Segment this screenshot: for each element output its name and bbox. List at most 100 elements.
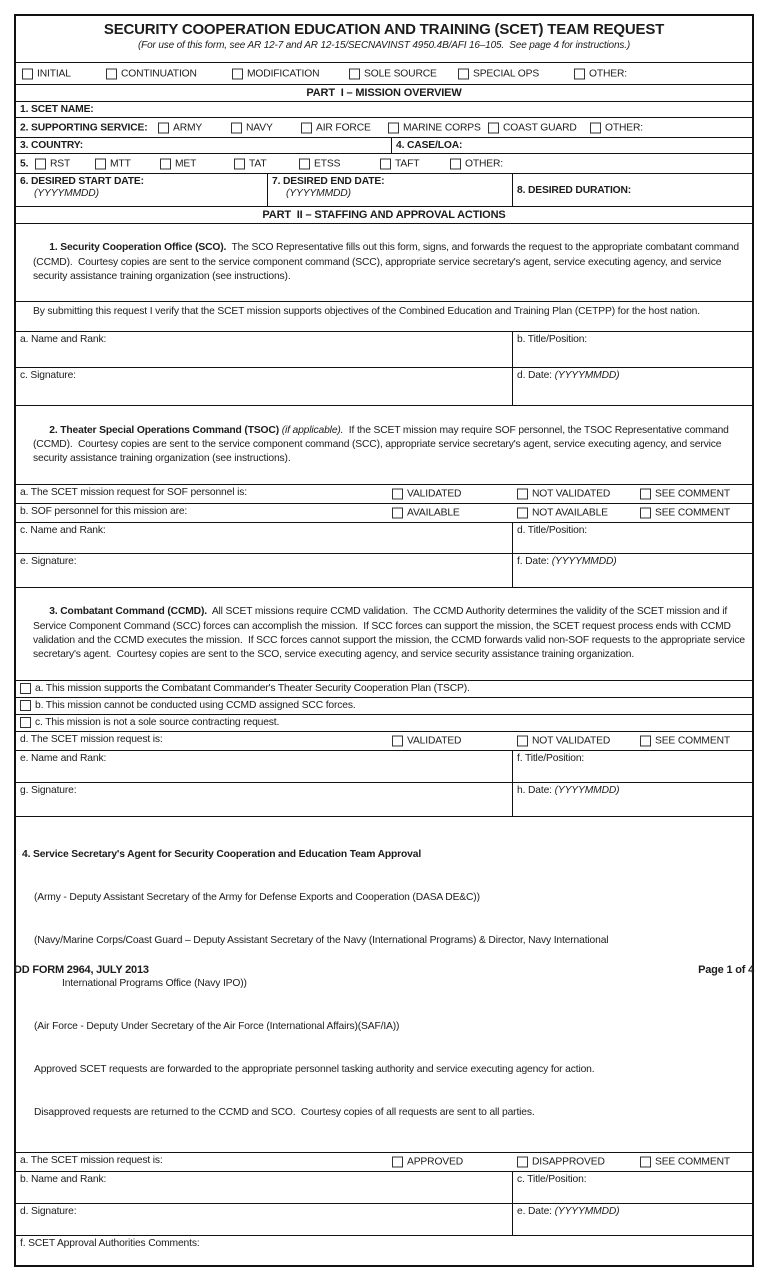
checkbox-taft[interactable]: TAFT — [380, 158, 420, 169]
checkbox-icon[interactable] — [232, 68, 243, 79]
field-s1-title-position[interactable]: b. Title/Position: — [512, 332, 752, 368]
field-country[interactable]: 3. COUNTRY: — [16, 138, 391, 153]
checkbox-icon[interactable] — [22, 68, 33, 79]
checkbox-special-ops[interactable]: SPECIAL OPS — [458, 68, 539, 79]
field-s3-name-rank[interactable]: e. Name and Rank: — [16, 751, 512, 782]
checkbox-icon[interactable] — [231, 122, 242, 133]
checkbox-icon[interactable] — [392, 507, 403, 519]
checkbox-modification[interactable]: MODIFICATION — [232, 68, 320, 79]
field-scet-name[interactable]: 1. SCET NAME: — [16, 101, 752, 117]
field-s4-signature[interactable]: d. Signature: — [16, 1204, 512, 1235]
checkbox-icon[interactable] — [517, 735, 528, 747]
checkbox-navy[interactable]: NAVY — [231, 122, 273, 133]
checkbox-icon[interactable] — [106, 68, 117, 79]
checkbox-etss[interactable]: ETSS — [299, 158, 340, 169]
checkbox-icon[interactable] — [640, 735, 651, 747]
checkbox-icon[interactable] — [392, 1156, 403, 1168]
checkbox-label: MARINE CORPS — [403, 122, 481, 133]
checkbox-coast-guard[interactable]: COAST GUARD — [488, 122, 577, 133]
field-s4-title-position[interactable]: c. Title/Position: — [512, 1171, 752, 1203]
checkbox-s2-not-available[interactable]: NOT AVAILABLE — [517, 507, 608, 519]
checkbox-icon[interactable] — [388, 122, 399, 133]
field-end-date[interactable]: 7. DESIRED END DATE: (YYYYMMDD) — [267, 174, 512, 206]
checkbox-label: SEE COMMENT — [655, 507, 731, 519]
s1-date-label: d. Date: — [517, 370, 555, 382]
checkbox-rst[interactable]: RST — [35, 158, 70, 169]
checkbox-s3-validated[interactable]: VALIDATED — [392, 735, 461, 747]
checkbox-icon[interactable] — [158, 122, 169, 133]
checkbox-icon[interactable] — [95, 158, 106, 169]
field-s3-date[interactable]: h. Date: (YYYYMMDD) — [512, 782, 752, 816]
checkbox-air-force[interactable]: AIR FORCE — [301, 122, 371, 133]
checkbox-icon[interactable] — [301, 122, 312, 133]
checkbox-marine-corps[interactable]: MARINE CORPS — [388, 122, 481, 133]
field-case-loa[interactable]: 4. CASE/LOA: — [391, 138, 752, 153]
form-title: SECURITY COOPERATION EDUCATION AND TRAIN… — [103, 21, 665, 38]
checkbox-s3-sole-source[interactable] — [20, 717, 31, 729]
checkbox-other-type[interactable]: OTHER: — [574, 68, 627, 79]
checkbox-icon[interactable] — [574, 68, 585, 79]
checkbox-army[interactable]: ARMY — [158, 122, 202, 133]
checkbox-icon[interactable] — [458, 68, 469, 79]
field-duration[interactable]: 8. DESIRED DURATION: — [512, 174, 752, 206]
checkbox-label: MODIFICATION — [247, 68, 320, 79]
checkbox-mtt[interactable]: MTT — [95, 158, 131, 169]
checkbox-icon[interactable] — [35, 158, 46, 169]
field-s2-date[interactable]: f. Date: (YYYYMMDD) — [512, 553, 752, 587]
checkbox-other-service[interactable]: OTHER: — [590, 122, 643, 133]
checkbox-icon[interactable] — [640, 488, 651, 500]
checkbox-icon[interactable] — [640, 1156, 651, 1168]
start-date-format-hint: (YYYYMMDD) — [34, 188, 99, 199]
checkbox-sole-source[interactable]: SOLE SOURCE — [349, 68, 437, 79]
checkbox-icon[interactable] — [234, 158, 245, 169]
field-s2-signature[interactable]: e. Signature: — [16, 554, 512, 587]
s4-army-line: (Army - Deputy Assistant Secretary of th… — [34, 892, 480, 904]
checkbox-icon[interactable] — [590, 122, 601, 133]
checkbox-s3-see-comment[interactable]: SEE COMMENT — [640, 735, 730, 747]
checkbox-s2-available[interactable]: AVAILABLE — [392, 507, 460, 519]
checkbox-icon[interactable] — [517, 1156, 528, 1168]
checkbox-s4-approved[interactable]: APPROVED — [392, 1156, 463, 1168]
checkbox-icon[interactable] — [488, 122, 499, 133]
checkbox-s3-scc-forces[interactable] — [20, 700, 31, 712]
checkbox-icon[interactable] — [450, 158, 461, 169]
field-s4-comments[interactable]: f. SCET Approval Authorities Comments: — [16, 1234, 752, 1265]
checkbox-icon[interactable] — [392, 488, 403, 500]
checkbox-icon[interactable] — [349, 68, 360, 79]
field-s4-date[interactable]: e. Date: (YYYYMMDD) — [512, 1203, 752, 1235]
checkbox-met[interactable]: MET — [160, 158, 196, 169]
field-s2-name-rank[interactable]: c. Name and Rank: — [16, 523, 512, 553]
checkbox-initial[interactable]: INITIAL — [22, 68, 71, 79]
checkbox-s2-validated[interactable]: VALIDATED — [392, 488, 461, 500]
field-s3-title-position[interactable]: f. Title/Position: — [512, 750, 752, 782]
field-start-date[interactable]: 6. DESIRED START DATE: (YYYYMMDD) — [16, 174, 267, 206]
checkbox-icon[interactable] — [517, 507, 528, 519]
request-type-row: INITIAL CONTINUATION MODIFICATION SOLE S… — [16, 62, 752, 84]
checkbox-icon[interactable] — [640, 507, 651, 519]
checkbox-icon[interactable] — [392, 735, 403, 747]
checkbox-continuation[interactable]: CONTINUATION — [106, 68, 197, 79]
field-s1-name-rank[interactable]: a. Name and Rank: — [16, 332, 512, 367]
section1-name-title-row: a. Name and Rank: b. Title/Position: — [16, 331, 752, 368]
field-s2-title-position[interactable]: d. Title/Position: — [512, 522, 752, 553]
checkbox-s2-see-comment-b[interactable]: SEE COMMENT — [640, 507, 731, 519]
s3-check-c-label: c. This mission is not a sole source con… — [35, 717, 280, 729]
checkbox-s3-tscp[interactable] — [20, 683, 31, 695]
checkbox-s4-disapproved[interactable]: DISAPPROVED — [517, 1156, 605, 1168]
s2-row-a-label: a. The SCET mission request for SOF pers… — [20, 486, 247, 498]
field-s4-name-rank[interactable]: b. Name and Rank: — [16, 1172, 512, 1203]
field-s1-signature[interactable]: c. Signature: — [16, 368, 512, 405]
s3-date-hint: (YYYYMMDD) — [554, 784, 620, 796]
checkbox-s2-see-comment-a[interactable]: SEE COMMENT — [640, 488, 730, 500]
checkbox-icon[interactable] — [380, 158, 391, 169]
checkbox-other-team[interactable]: OTHER: — [450, 158, 503, 169]
checkbox-icon[interactable] — [517, 488, 528, 500]
checkbox-tat[interactable]: TAT — [234, 158, 267, 169]
checkbox-s3-not-validated[interactable]: NOT VALIDATED — [517, 735, 610, 747]
field-s3-signature[interactable]: g. Signature: — [16, 783, 512, 816]
field-s1-date[interactable]: d. Date: (YYYYMMDD) — [512, 368, 752, 406]
checkbox-icon[interactable] — [160, 158, 171, 169]
checkbox-icon[interactable] — [299, 158, 310, 169]
checkbox-s2-not-validated[interactable]: NOT VALIDATED — [517, 488, 610, 500]
checkbox-s4-see-comment[interactable]: SEE COMMENT — [640, 1156, 730, 1168]
